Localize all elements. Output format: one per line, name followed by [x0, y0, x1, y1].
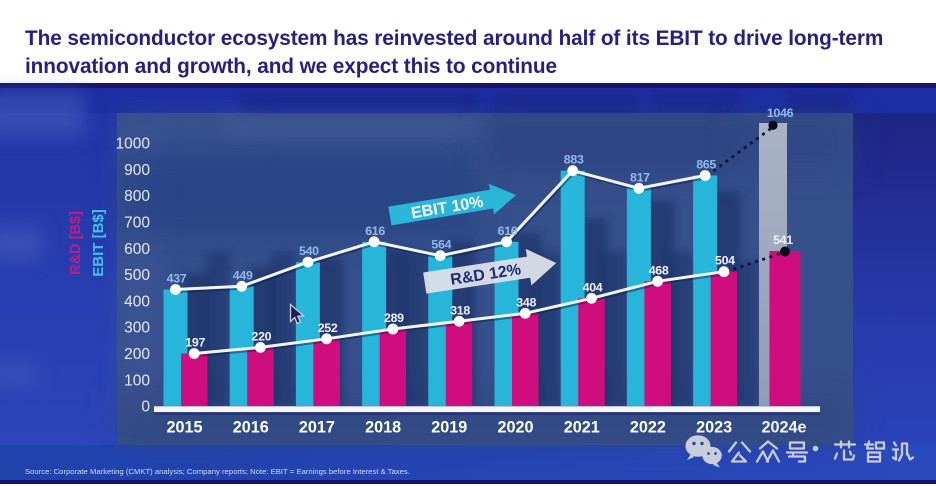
- svg-text:2018: 2018: [365, 419, 401, 437]
- svg-text:252: 252: [318, 321, 338, 335]
- svg-text:318: 318: [450, 303, 470, 317]
- svg-text:2022: 2022: [630, 419, 666, 437]
- svg-text:300: 300: [124, 320, 150, 337]
- svg-text:400: 400: [124, 293, 150, 310]
- svg-text:500: 500: [124, 267, 150, 284]
- svg-text:1046: 1046: [767, 106, 794, 120]
- svg-text:541: 541: [773, 233, 793, 247]
- svg-text:600: 600: [124, 241, 150, 258]
- svg-text:616: 616: [498, 224, 518, 238]
- svg-text:EBIT [B$]: EBIT [B$]: [90, 209, 107, 277]
- svg-text:2020: 2020: [497, 419, 533, 437]
- svg-text:564: 564: [431, 238, 451, 252]
- svg-text:0: 0: [141, 399, 150, 416]
- svg-text:2024e: 2024e: [761, 419, 806, 437]
- svg-text:437: 437: [167, 272, 187, 286]
- svg-text:800: 800: [124, 188, 150, 205]
- svg-text:700: 700: [124, 215, 150, 232]
- svg-text:2017: 2017: [299, 419, 335, 437]
- svg-text:289: 289: [384, 311, 404, 325]
- svg-text:540: 540: [299, 244, 319, 258]
- svg-text:220: 220: [252, 329, 272, 343]
- svg-text:348: 348: [516, 295, 536, 309]
- svg-text:R&D [B$]: R&D [B$]: [68, 211, 84, 275]
- svg-text:100: 100: [124, 372, 150, 389]
- svg-text:Source: Corporate Marketing (C: Source: Corporate Marketing (CMKT) analy…: [25, 467, 410, 476]
- svg-text:404: 404: [583, 280, 603, 294]
- svg-text:616: 616: [365, 224, 385, 238]
- svg-text:504: 504: [715, 254, 735, 268]
- svg-text:200: 200: [124, 346, 150, 363]
- svg-text:468: 468: [649, 263, 669, 277]
- svg-text:449: 449: [233, 268, 253, 282]
- svg-text:900: 900: [124, 162, 150, 179]
- svg-text:2016: 2016: [233, 419, 269, 437]
- svg-text:817: 817: [630, 170, 650, 184]
- svg-text:2015: 2015: [166, 419, 202, 437]
- svg-text:1000: 1000: [116, 136, 151, 153]
- svg-text:197: 197: [185, 336, 205, 350]
- svg-text:883: 883: [564, 153, 584, 167]
- svg-text:865: 865: [696, 158, 716, 172]
- svg-text:2023: 2023: [696, 419, 732, 437]
- svg-text:2021: 2021: [564, 419, 600, 437]
- svg-text:2019: 2019: [431, 419, 467, 437]
